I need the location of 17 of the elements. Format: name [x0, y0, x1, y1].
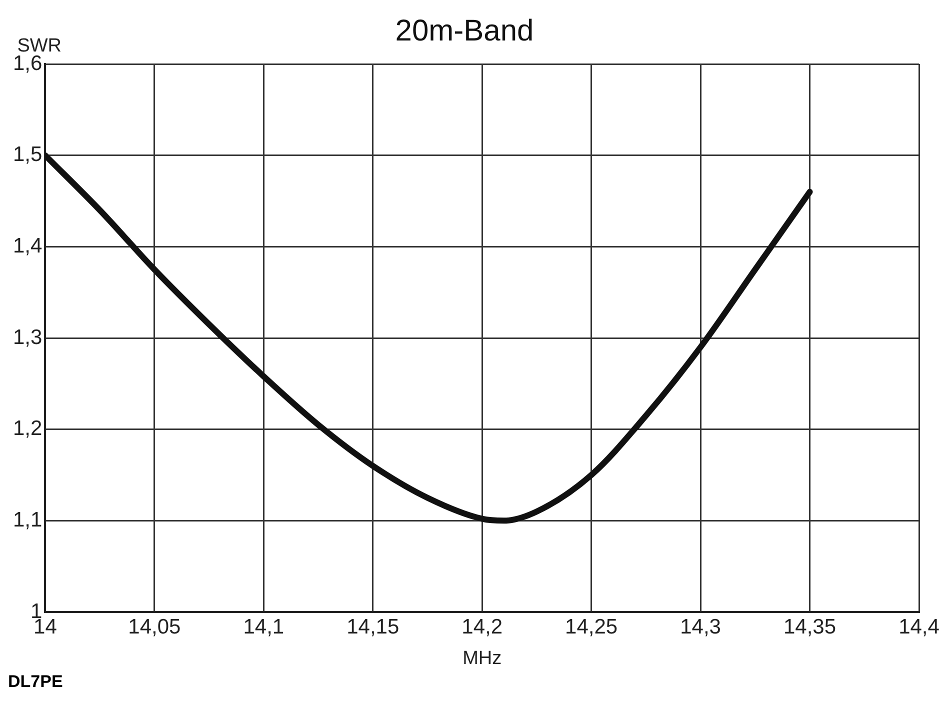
x-tick-label: 14,15: [346, 615, 400, 638]
x-tick-label: 14,2: [462, 615, 503, 638]
y-tick-label: 1,4: [12, 234, 43, 258]
x-tick-label: 14,35: [783, 615, 836, 638]
chart-title: 20m-Band: [395, 14, 534, 48]
x-tick-label: 14,25: [565, 615, 618, 638]
x-tick-label: 14,05: [128, 615, 181, 638]
x-tick-label: 14,3: [680, 615, 721, 638]
y-tick-label: 1,1: [12, 508, 42, 532]
y-tick-label: 1,3: [12, 326, 42, 349]
y-tick-label: 1,2: [12, 417, 42, 440]
x-axis-title: MHz: [462, 648, 502, 669]
x-tick-label: 14,4: [898, 615, 940, 638]
y-tick-label: 1,5: [12, 143, 42, 166]
text: DL7PE: [8, 672, 63, 692]
y-tick-label: 1,6: [12, 52, 42, 75]
x-tick-label: 14,1: [243, 615, 284, 638]
